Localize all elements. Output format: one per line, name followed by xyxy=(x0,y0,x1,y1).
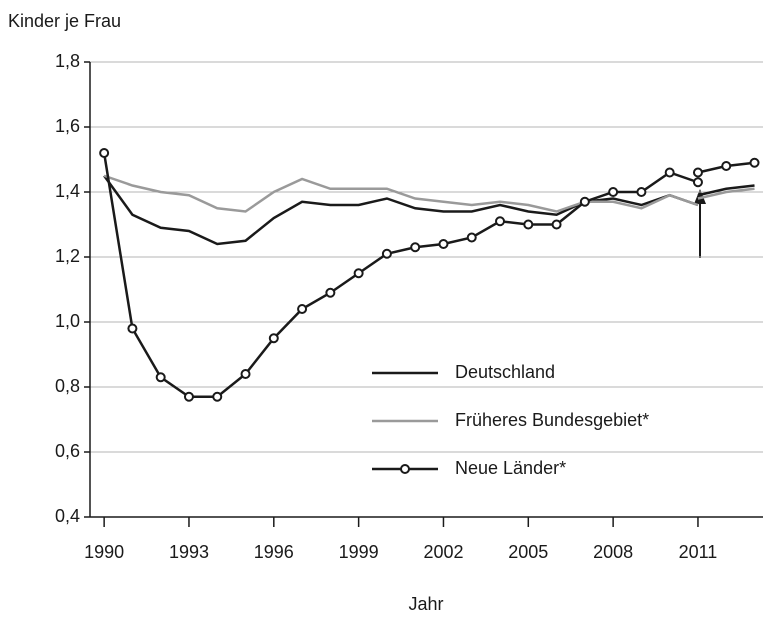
legend-label: Deutschland xyxy=(455,362,555,382)
series-line xyxy=(103,174,755,213)
y-axis-label: Kinder je Frau xyxy=(8,11,121,31)
point xyxy=(721,161,732,171)
point xyxy=(608,187,619,197)
x-tick-label: 1993 xyxy=(169,542,209,562)
annotation-arrow xyxy=(694,189,706,258)
point xyxy=(749,157,760,168)
point xyxy=(410,242,421,253)
point xyxy=(297,304,308,314)
point xyxy=(99,148,110,158)
x-tick-label: 2005 xyxy=(508,542,548,562)
x-tick-label: 2002 xyxy=(423,542,463,562)
legend-marker xyxy=(400,464,410,474)
y-tick-label: 1,0 xyxy=(55,311,80,331)
point xyxy=(183,391,194,402)
y-tick-label: 0,8 xyxy=(55,376,80,396)
y-tick-label: 1,6 xyxy=(55,116,80,136)
point xyxy=(438,239,449,249)
point xyxy=(240,369,251,379)
y-tick-label: 1,4 xyxy=(55,181,80,201)
point xyxy=(212,391,223,402)
point xyxy=(523,219,534,230)
y-tick-label: 1,2 xyxy=(55,246,80,266)
point xyxy=(381,248,392,259)
point xyxy=(664,167,675,178)
point xyxy=(466,232,477,243)
point xyxy=(353,268,364,279)
point xyxy=(579,196,590,207)
point xyxy=(155,372,166,383)
series-line xyxy=(103,175,755,246)
x-tick-label: 1999 xyxy=(339,542,379,562)
point xyxy=(268,333,279,344)
y-tick-label: 0,6 xyxy=(55,441,80,461)
series-line xyxy=(102,152,755,398)
x-tick-label: 2011 xyxy=(679,542,718,562)
point xyxy=(551,219,562,230)
legend-label: Früheres Bundesgebiet* xyxy=(455,410,649,430)
point xyxy=(692,177,703,188)
x-tick-label: 2008 xyxy=(593,542,633,562)
x-axis-label: Jahr xyxy=(408,594,443,614)
point xyxy=(127,323,138,334)
point xyxy=(325,287,336,298)
point xyxy=(495,216,506,227)
y-tick-label: 1,8 xyxy=(55,51,80,71)
x-tick-label: 1996 xyxy=(254,542,294,562)
legend-label: Neue Länder* xyxy=(455,458,566,478)
y-tick-label: 0,4 xyxy=(55,506,80,526)
x-tick-label: 1990 xyxy=(84,542,124,562)
point xyxy=(692,167,703,178)
point xyxy=(636,187,647,197)
